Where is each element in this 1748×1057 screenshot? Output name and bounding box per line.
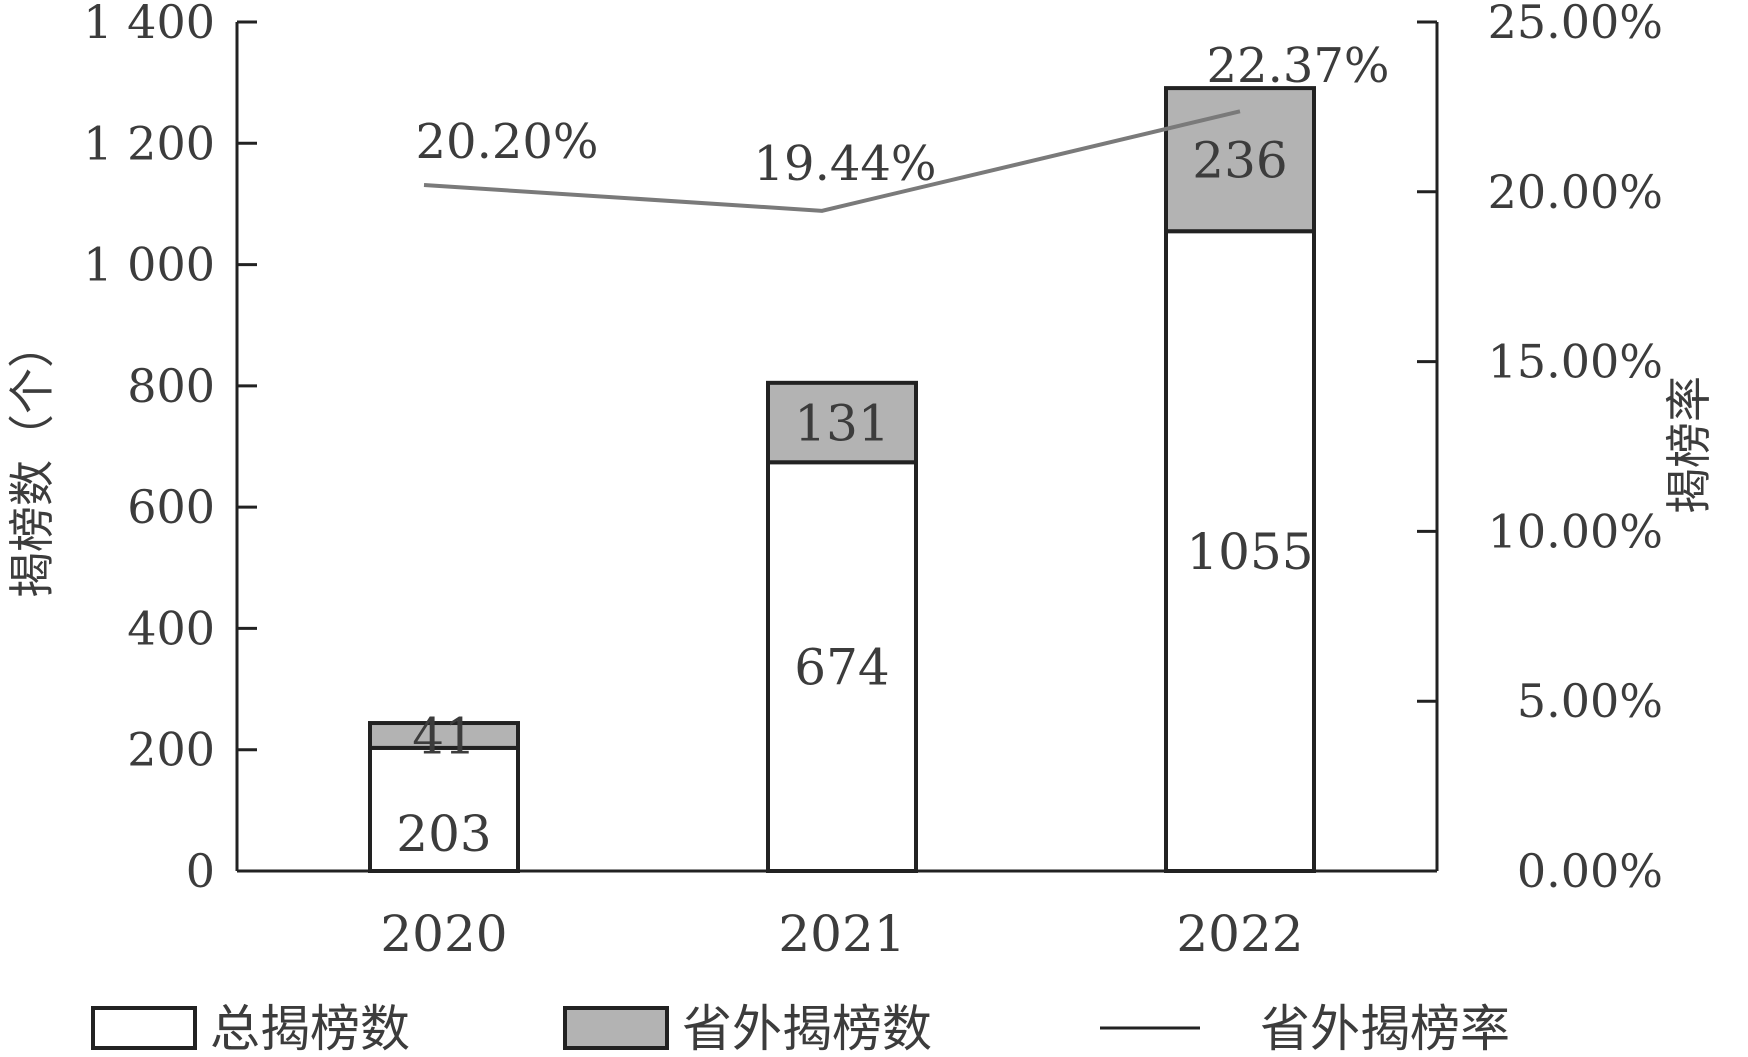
rate-line [423, 109, 1241, 213]
legend-label-total: 总揭榜数 [210, 1000, 410, 1057]
bar-total [766, 460, 918, 873]
bar-label-outside: 41 [412, 707, 476, 765]
legend: 总揭榜数 省外揭榜数 省外揭榜率 [91, 1000, 1510, 1057]
bar-label-total: 674 [794, 639, 889, 697]
legend-label-rate: 省外揭榜率 [1260, 1000, 1510, 1057]
bar-outside [766, 380, 918, 465]
legend-swatch-outside [563, 1006, 669, 1050]
y-tick-label-left: 1 000 [83, 238, 215, 292]
bar-label-outside: 131 [794, 395, 889, 453]
bar-label-outside: 236 [1192, 132, 1287, 190]
y-tick-label-right: 25.00% [1488, 0, 1663, 49]
x-tick-label: 2020 [380, 905, 507, 963]
bar-outside [368, 721, 520, 750]
data-labels: 203 41 674 131 1055 236 20.20% 19.44% 22.37% [396, 38, 1389, 863]
rate-label: 19.44% [753, 136, 936, 192]
y-tick-label-left: 0 [186, 844, 215, 898]
y-axis-title-left: 揭榜数（个） [5, 322, 59, 598]
y-tick-label-right: 10.00% [1488, 504, 1663, 558]
y-tick-label-left: 600 [127, 480, 215, 534]
y-tick-label-right: 15.00% [1488, 335, 1663, 389]
rate-label: 22.37% [1206, 38, 1389, 94]
rate-line-path [423, 109, 1241, 213]
axes: 0 200 400 600 800 1 000 1 200 1 400 0.00% 5.00% 10… [5, 0, 1716, 963]
y-tick-label-left: 800 [127, 359, 215, 413]
y-tick-label-left: 400 [127, 601, 215, 655]
y-tick-label-right: 20.00% [1488, 165, 1663, 219]
bar-total [1164, 229, 1316, 874]
x-tick-label: 2021 [778, 905, 905, 963]
y-tick-label-left: 1 200 [83, 116, 215, 170]
y-tick-label-left: 200 [127, 723, 215, 777]
y-tick-label-right: 0.00% [1517, 844, 1663, 898]
rate-label: 20.20% [415, 114, 598, 170]
bar-label-total: 203 [396, 805, 491, 863]
y-tick-label-right: 5.00% [1517, 674, 1663, 728]
bars [368, 86, 1316, 874]
x-tick-label: 2022 [1176, 905, 1303, 963]
y-tick-label-left: 1 400 [83, 0, 215, 49]
bar-label-total: 1055 [1186, 523, 1313, 581]
legend-label-outside: 省外揭榜数 [682, 1000, 932, 1057]
legend-swatch-total [91, 1006, 197, 1050]
y-axis-title-right: 揭榜率 [1662, 376, 1716, 514]
